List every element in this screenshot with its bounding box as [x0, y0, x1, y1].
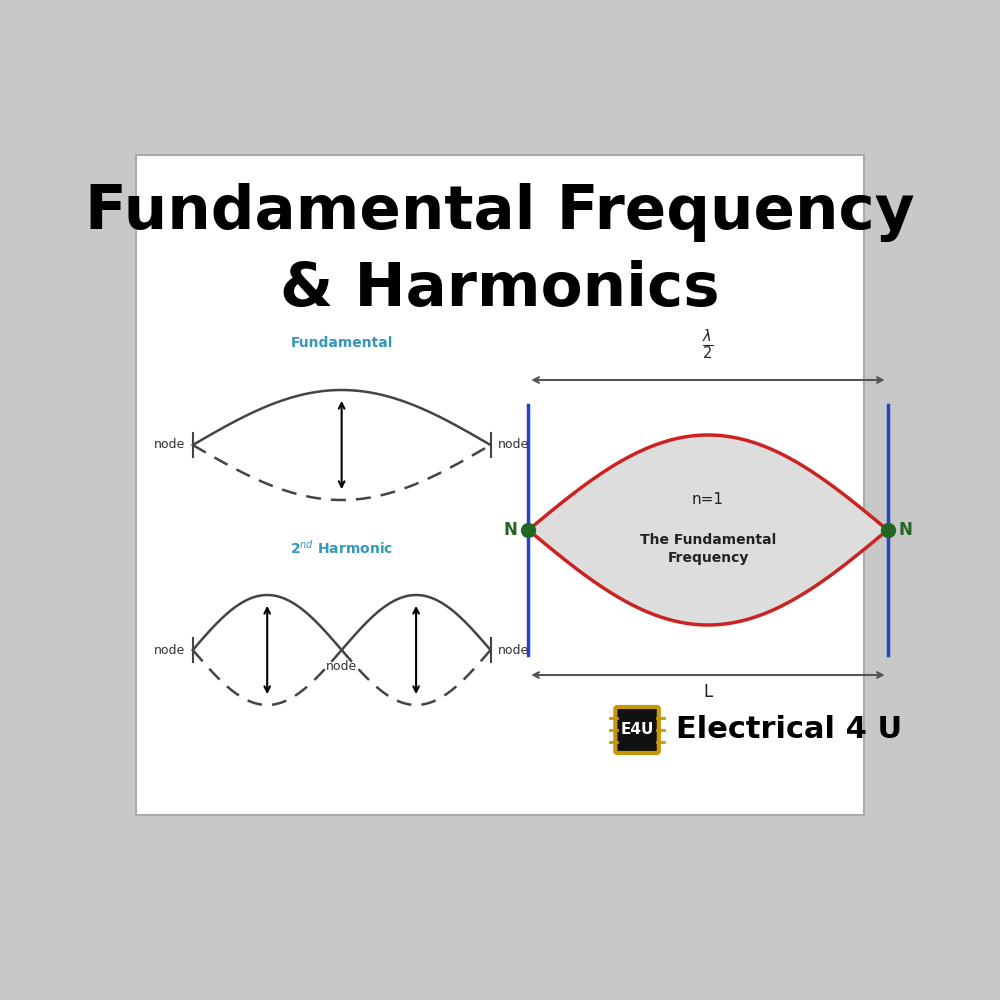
Text: node: node [154, 644, 185, 656]
Text: Fundamental Frequency: Fundamental Frequency [85, 183, 915, 242]
Text: Fundamental: Fundamental [290, 336, 393, 350]
Text: 2$^{nd}$ Harmonic: 2$^{nd}$ Harmonic [290, 539, 393, 557]
Text: Frequency: Frequency [667, 551, 749, 565]
FancyBboxPatch shape [615, 707, 659, 753]
Text: node: node [498, 644, 529, 656]
Text: L: L [703, 683, 713, 701]
Text: Electrical 4 U: Electrical 4 U [676, 716, 902, 744]
Polygon shape [528, 435, 888, 625]
Text: & Harmonics: & Harmonics [280, 260, 720, 319]
Text: node: node [326, 660, 357, 673]
Text: node: node [498, 438, 529, 452]
Text: node: node [154, 438, 185, 452]
FancyBboxPatch shape [136, 155, 864, 815]
Text: $\frac{\lambda}{2}$: $\frac{\lambda}{2}$ [702, 327, 714, 362]
Text: n=1: n=1 [692, 492, 724, 508]
Text: The Fundamental: The Fundamental [640, 533, 776, 547]
Text: E4U: E4U [620, 722, 654, 738]
Text: N: N [503, 521, 517, 539]
Text: N: N [899, 521, 913, 539]
